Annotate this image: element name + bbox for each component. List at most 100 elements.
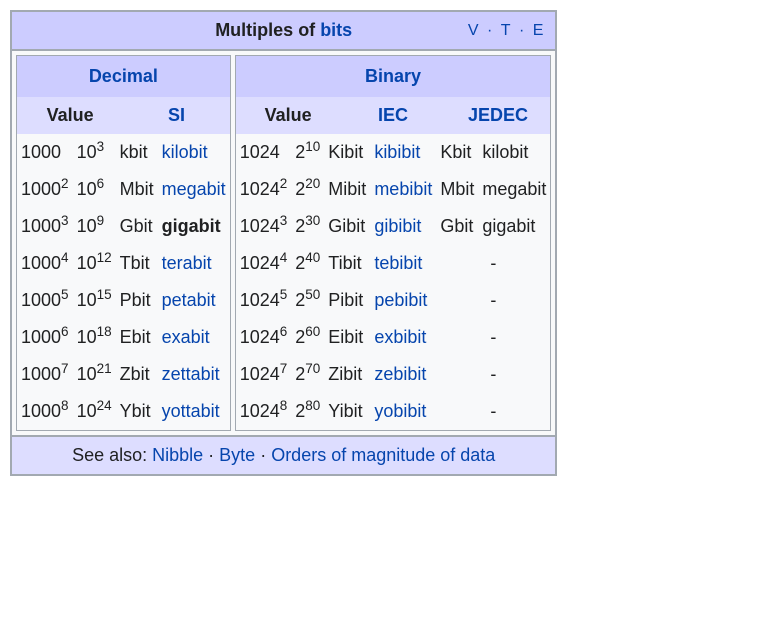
value-base: 10002 xyxy=(17,171,73,208)
multiples-of-bits-box: Multiples of bits v · t · e Decimal Valu… xyxy=(10,10,557,476)
iec-name-cell: tebibit xyxy=(370,245,436,282)
table-row: 100071021Zbitzettabit xyxy=(17,356,230,393)
unit-symbol: Mbit xyxy=(116,171,158,208)
unit-name-cell: exabit xyxy=(158,319,230,356)
unit-name-link[interactable]: yottabit xyxy=(162,401,220,421)
iec-name-link[interactable]: exbibit xyxy=(374,327,426,347)
value-pow2: 210 xyxy=(291,134,324,171)
value-base: 1000 xyxy=(17,134,73,171)
iec-name-cell: kibibit xyxy=(370,134,436,171)
nav-e[interactable]: e xyxy=(533,22,546,39)
iec-name-link[interactable]: gibibit xyxy=(374,216,421,236)
value-pow10: 1018 xyxy=(73,319,116,356)
table-row: 1000103kbitkilobit xyxy=(17,134,230,171)
unit-name: gigabit xyxy=(162,216,221,236)
nav-v[interactable]: v xyxy=(468,22,481,39)
unit-symbol: Ybit xyxy=(116,393,158,430)
table-row: 10242220MibitmebibitMbitmegabit xyxy=(236,171,551,208)
table-row: 100061018Ebitexabit xyxy=(17,319,230,356)
value-pow10: 1012 xyxy=(73,245,116,282)
footer-link[interactable]: Nibble xyxy=(152,445,203,465)
binary-header: Binary xyxy=(236,56,551,97)
unit-name-cell: zettabit xyxy=(158,356,230,393)
iec-name-link[interactable]: mebibit xyxy=(374,179,432,199)
footer: See also: Nibble · Byte · Orders of magn… xyxy=(12,435,555,474)
value-pow10: 103 xyxy=(73,134,116,171)
jedec-dash: - xyxy=(436,245,550,282)
value-base: 10244 xyxy=(236,245,292,282)
table-row: 10248280Yibityobibit- xyxy=(236,393,551,430)
table-row: 1024210KibitkibibitKbitkilobit xyxy=(236,134,551,171)
iec-symbol: Tibit xyxy=(324,245,370,282)
unit-name-link[interactable]: zettabit xyxy=(162,364,220,384)
value-pow10: 109 xyxy=(73,208,116,245)
nav-links: v · t · e xyxy=(468,22,546,40)
unit-name-cell: petabit xyxy=(158,282,230,319)
value-pow2: 260 xyxy=(291,319,324,356)
jedec-symbol: Kbit xyxy=(436,134,478,171)
value-base: 10007 xyxy=(17,356,73,393)
nav-t[interactable]: t xyxy=(501,22,513,39)
iec-symbol: Gibit xyxy=(324,208,370,245)
unit-symbol: kbit xyxy=(116,134,158,171)
iec-name-link[interactable]: tebibit xyxy=(374,253,422,273)
value-base: 10245 xyxy=(236,282,292,319)
table-row: 10002106Mbitmegabit xyxy=(17,171,230,208)
value-pow2: 250 xyxy=(291,282,324,319)
iec-name-cell: gibibit xyxy=(370,208,436,245)
unit-name-cell: gigabit xyxy=(158,208,230,245)
unit-symbol: Gbit xyxy=(116,208,158,245)
value-pow10: 1021 xyxy=(73,356,116,393)
binary-jedec-header[interactable]: JEDEC xyxy=(446,97,551,134)
value-pow10: 106 xyxy=(73,171,116,208)
table-row: 10246260Eibitexbibit- xyxy=(236,319,551,356)
iec-symbol: Mibit xyxy=(324,171,370,208)
decimal-table: 1000103kbitkilobit10002106Mbitmegabit100… xyxy=(17,134,230,430)
title-link[interactable]: bits xyxy=(320,20,352,40)
unit-name-link[interactable]: petabit xyxy=(162,290,216,310)
unit-name-cell: yottabit xyxy=(158,393,230,430)
binary-subheader: Value IEC JEDEC xyxy=(236,97,551,134)
value-base: 10008 xyxy=(17,393,73,430)
iec-symbol: Yibit xyxy=(324,393,370,430)
decimal-subheader: Value SI xyxy=(17,97,230,134)
decimal-si-header[interactable]: SI xyxy=(123,97,229,134)
unit-symbol: Tbit xyxy=(116,245,158,282)
footer-sep: · xyxy=(203,445,219,465)
table-row: 100041012Tbitterabit xyxy=(17,245,230,282)
jedec-dash: - xyxy=(436,356,550,393)
iec-name-cell: exbibit xyxy=(370,319,436,356)
jedec-dash: - xyxy=(436,393,550,430)
value-base: 10246 xyxy=(236,319,292,356)
unit-name-link[interactable]: megabit xyxy=(162,179,226,199)
iec-name-cell: mebibit xyxy=(370,171,436,208)
iec-name-cell: pebibit xyxy=(370,282,436,319)
jedec-dash: - xyxy=(436,282,550,319)
value-base: 10243 xyxy=(236,208,292,245)
value-base: 10003 xyxy=(17,208,73,245)
unit-name-link[interactable]: exabit xyxy=(162,327,210,347)
jedec-name: gigabit xyxy=(478,208,550,245)
iec-symbol: Eibit xyxy=(324,319,370,356)
unit-name-cell: terabit xyxy=(158,245,230,282)
binary-value-header: Value xyxy=(236,97,341,134)
iec-name-link[interactable]: zebibit xyxy=(374,364,426,384)
value-base: 10247 xyxy=(236,356,292,393)
binary-iec-header[interactable]: IEC xyxy=(341,97,446,134)
table-row: 10247270Zibitzebibit- xyxy=(236,356,551,393)
footer-link[interactable]: Byte xyxy=(219,445,255,465)
nav-sep2: · xyxy=(513,22,533,39)
iec-name-link[interactable]: yobibit xyxy=(374,401,426,421)
unit-name-cell: megabit xyxy=(158,171,230,208)
binary-table: 1024210KibitkibibitKbitkilobit10242220Mi… xyxy=(236,134,551,430)
iec-name-link[interactable]: kibibit xyxy=(374,142,420,162)
binary-column: Binary Value IEC JEDEC 1024210Kibitkibib… xyxy=(235,55,552,431)
footer-link[interactable]: Orders of magnitude of data xyxy=(271,445,495,465)
iec-name-cell: yobibit xyxy=(370,393,436,430)
table-row: 10244240Tibittebibit- xyxy=(236,245,551,282)
unit-name-link[interactable]: kilobit xyxy=(162,142,208,162)
iec-name-link[interactable]: pebibit xyxy=(374,290,427,310)
value-pow10: 1024 xyxy=(73,393,116,430)
unit-name-link[interactable]: terabit xyxy=(162,253,212,273)
footer-prefix: See also: xyxy=(72,445,152,465)
